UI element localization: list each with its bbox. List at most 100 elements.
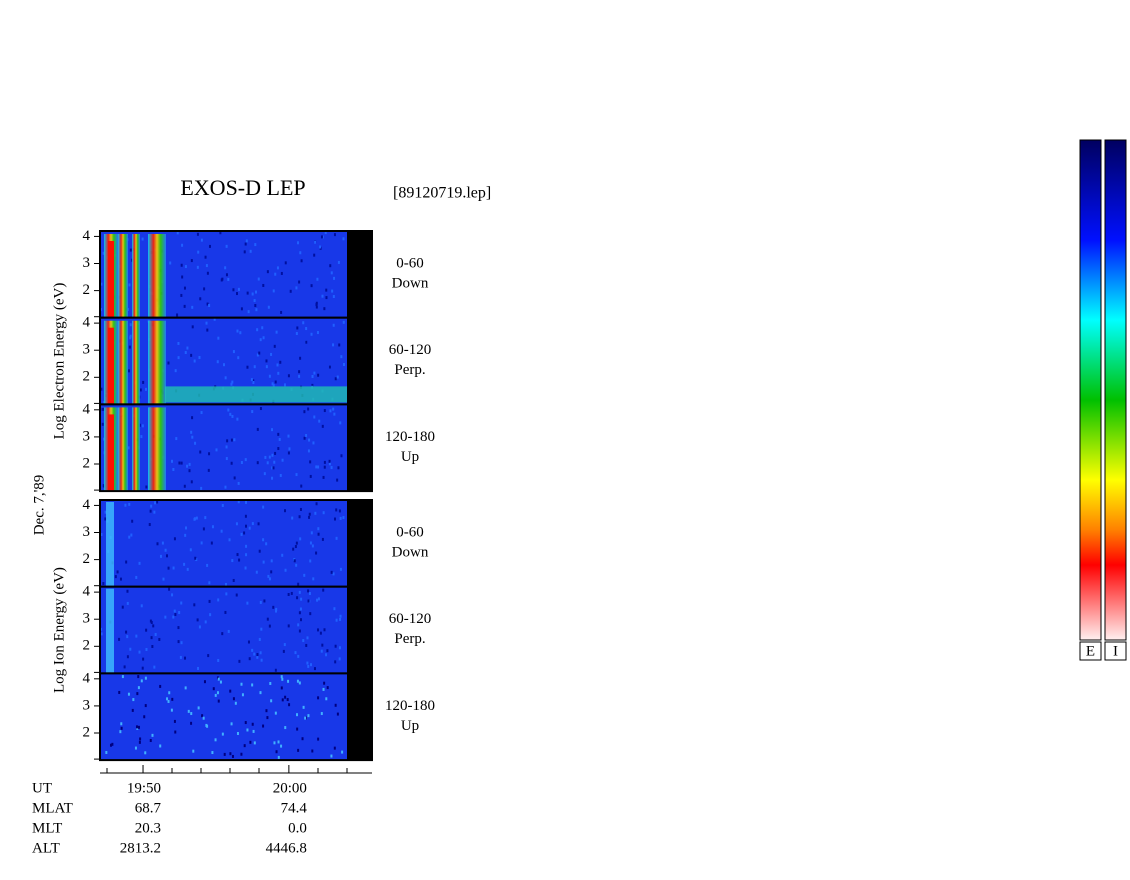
speckle [245,553,248,557]
speckle [296,713,299,717]
speckle [248,526,251,530]
burst [118,234,128,318]
speckle [298,590,301,594]
speckle [297,582,300,586]
speckle [174,730,177,734]
speckle [193,517,196,521]
ephemeris-value: 0.0 [288,820,307,836]
speckle [197,666,200,670]
speckle [142,380,145,384]
speckle [335,618,338,622]
speckle [274,272,277,276]
speckle [289,289,292,293]
speckle [171,593,174,597]
speckle [190,353,193,357]
speckle [225,457,228,461]
speckle [266,461,269,465]
panel-frame [99,403,373,493]
speckle [251,410,254,414]
dark-strip [347,586,372,674]
speckle [323,465,326,469]
speckle [208,303,211,307]
x-tick-label: 20:00 [273,780,307,796]
speckle [256,353,259,357]
burst [148,234,166,318]
speckle [312,441,315,445]
speckle [135,575,138,579]
speckle [153,665,156,669]
speckle [191,305,194,309]
speckle [330,271,333,275]
speckle [298,681,301,685]
speckle [184,533,187,537]
speckle [313,415,316,419]
speckle [309,541,312,545]
speckle [302,639,305,643]
speckle [251,722,254,726]
speckle [275,750,278,754]
speckle [259,651,262,655]
speckle [276,363,279,367]
speckle [320,649,323,653]
pitch-angle: 120-180 [385,698,435,714]
speckle [323,409,326,413]
speckle [291,516,294,520]
speckle [246,601,249,605]
speckle [288,703,291,707]
pitch-angle: 120-180 [385,429,435,445]
speckle [211,525,214,529]
speckle [194,441,197,445]
speckle [180,641,183,645]
speckle [162,577,165,581]
speckle [236,417,239,421]
speckle [268,374,271,378]
speckle [230,382,233,386]
speckle [315,551,318,555]
speckle [121,605,124,609]
speckle [100,627,103,631]
speckle [274,451,277,455]
speckle [236,553,239,557]
speckle [237,481,240,485]
speckle [332,323,335,327]
speckle [111,742,114,746]
speckle [330,466,333,470]
speckle [297,748,300,752]
speckle [158,637,161,641]
speckle [296,679,299,683]
speckle [185,526,188,530]
speckle [262,560,265,564]
speckle [284,726,287,730]
speckle [317,465,320,469]
speckle [338,646,341,650]
speckle [207,654,210,658]
speckle [176,231,179,235]
speckle [238,558,241,562]
speckle [199,297,202,301]
speckle [189,548,192,552]
ephemeris-value: 74.4 [281,800,308,816]
speckle [256,328,259,332]
speckle [208,244,211,248]
speckle [333,233,336,237]
speckle [253,652,256,656]
speckle [280,675,283,679]
speckle [127,369,130,373]
speckle [200,238,203,242]
speckle [339,516,342,520]
speckle [239,331,242,335]
speckle [323,460,326,464]
speckle [104,517,107,521]
speckle [227,408,230,412]
speckle [101,407,104,411]
speckle [295,473,298,477]
speckle [219,680,222,684]
speckle [245,544,248,548]
speckle [316,277,319,281]
speckle [231,559,234,563]
speckle [193,359,196,363]
speckle [334,660,337,664]
speckle [178,461,181,465]
speckle [206,328,209,332]
